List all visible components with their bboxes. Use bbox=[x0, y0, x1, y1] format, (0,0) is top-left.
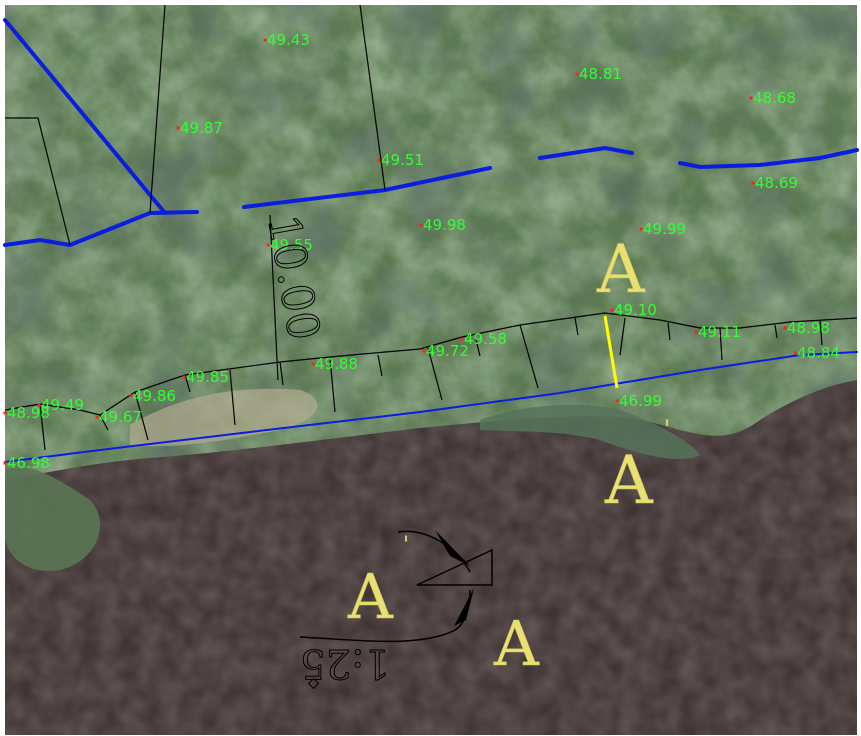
elevation-marker bbox=[3, 461, 7, 465]
elevation-value: 49.67 bbox=[99, 408, 142, 426]
elevation-value: 48.98 bbox=[787, 319, 830, 337]
elevation-marker bbox=[783, 326, 787, 330]
elevation-marker bbox=[615, 399, 619, 403]
elevation-value: 48.84 bbox=[797, 344, 840, 362]
elevation-point: 49.58 bbox=[460, 330, 507, 348]
section-symbol-label-left: A bbox=[347, 560, 394, 633]
elevation-point: 49.98 bbox=[419, 216, 466, 234]
section-arrowhead-lower bbox=[454, 588, 474, 626]
section-labels: A A ' bbox=[596, 231, 671, 520]
aerial-imagery bbox=[5, 5, 857, 735]
elevation-marker bbox=[377, 158, 381, 162]
elevation-point: 49.88 bbox=[311, 355, 358, 373]
elevation-value: 49.51 bbox=[381, 151, 424, 169]
elevation-point: 46.98 bbox=[3, 454, 50, 472]
section-line-a-a bbox=[603, 315, 619, 389]
elevation-value: 49.85 bbox=[186, 368, 229, 386]
elevation-value: 49.87 bbox=[180, 119, 223, 137]
elevation-point: 49.43 bbox=[263, 31, 310, 49]
elevation-value: 48.81 bbox=[579, 65, 622, 83]
section-symbol-label-right: A bbox=[493, 607, 540, 680]
elevation-value: 48.68 bbox=[753, 89, 796, 107]
elevation-value: 49.88 bbox=[315, 355, 358, 373]
elevation-marker bbox=[749, 96, 753, 100]
section-arrowhead-upper bbox=[435, 530, 470, 566]
parcel-line-3 bbox=[359, 4, 386, 191]
elevation-value: 46.98 bbox=[7, 454, 50, 472]
elevation-point: 48.69 bbox=[751, 174, 798, 192]
elevation-point: 46.99 bbox=[615, 392, 662, 410]
survey-linework bbox=[4, 4, 858, 451]
elevation-marker bbox=[575, 72, 579, 76]
elevation-marker bbox=[751, 181, 755, 185]
elevation-marker bbox=[419, 223, 423, 227]
boundary-upper-far-right bbox=[678, 148, 859, 170]
elevation-value: 48.69 bbox=[755, 174, 798, 192]
section-symbol-label-left-prime: ' bbox=[403, 533, 409, 558]
elevation-point: 48.84 bbox=[793, 344, 840, 362]
elevation-point: 49.51 bbox=[377, 151, 424, 169]
elevation-point: 49.11 bbox=[694, 323, 741, 341]
elevation-labels: 49.43 48.81 48.68 49.87 49.51 48.69 49.98 49.99… bbox=[3, 31, 840, 472]
elevation-marker bbox=[639, 227, 643, 231]
top-of-bank bbox=[4, 312, 858, 416]
parcel-line-2 bbox=[149, 4, 166, 214]
elevation-value: 49.11 bbox=[698, 323, 741, 341]
elevation-value: 49.72 bbox=[426, 342, 469, 360]
elevation-marker bbox=[422, 349, 426, 353]
elevation-point: 48.98 bbox=[3, 404, 50, 422]
elevation-marker bbox=[182, 375, 186, 379]
elevation-value: 49.86 bbox=[133, 387, 176, 405]
elevation-point: 48.98 bbox=[783, 319, 830, 337]
elevation-point: 48.68 bbox=[749, 89, 796, 107]
elevation-marker bbox=[3, 411, 7, 415]
elevation-marker bbox=[311, 362, 315, 366]
elevation-value: 49.10 bbox=[614, 301, 657, 319]
section-label-upper: A bbox=[596, 231, 646, 308]
elevation-value: 49.43 bbox=[267, 31, 310, 49]
elevation-point: 48.81 bbox=[575, 65, 622, 83]
scale-marker bbox=[307, 677, 320, 690]
riverbank-sand bbox=[130, 388, 318, 447]
elevation-marker bbox=[694, 330, 698, 334]
boundary-upper-right bbox=[538, 145, 634, 160]
elevation-point: 49.72 bbox=[422, 342, 469, 360]
elevation-marker bbox=[263, 38, 267, 42]
scale-label: 1:25 bbox=[300, 640, 390, 686]
elevation-marker bbox=[129, 394, 133, 398]
section-label-lower-prime: ' bbox=[664, 417, 670, 442]
elevation-marker bbox=[176, 126, 180, 130]
elevation-value: 49.49 bbox=[41, 396, 84, 414]
elevation-point: 49.86 bbox=[129, 387, 176, 405]
elevation-value: 49.99 bbox=[643, 220, 686, 238]
elevation-value: 49.55 bbox=[270, 236, 313, 254]
elevation-value: 49.98 bbox=[423, 216, 466, 234]
elevation-point: 49.10 bbox=[610, 301, 657, 319]
shoreline-line bbox=[4, 351, 858, 463]
elevation-marker bbox=[95, 415, 99, 419]
shore-trees bbox=[5, 467, 100, 571]
elevation-point: 49.67 bbox=[95, 408, 142, 426]
section-label-lower: A bbox=[604, 442, 654, 519]
elevation-point: 49.49 bbox=[37, 396, 84, 414]
section-view-symbol: A ' A 1:25 bbox=[300, 530, 540, 690]
elevation-value: 49.58 bbox=[464, 330, 507, 348]
elevation-marker bbox=[793, 351, 797, 355]
elevation-value: 48.98 bbox=[7, 404, 50, 422]
section-arrow-arc-upper bbox=[397, 530, 471, 573]
elevation-value: 46.99 bbox=[619, 392, 662, 410]
elevation-marker bbox=[266, 243, 270, 247]
elevation-point: 49.85 bbox=[182, 368, 229, 386]
slope-ticks bbox=[39, 317, 823, 451]
parcel-line-1 bbox=[5, 117, 71, 246]
elevation-marker bbox=[37, 403, 41, 407]
section-triangle bbox=[416, 548, 493, 586]
elevation-point: 49.99 bbox=[639, 220, 686, 238]
elevation-marker bbox=[460, 337, 464, 341]
elevation-marker bbox=[610, 308, 614, 312]
elevation-point: 49.87 bbox=[176, 119, 223, 137]
boundary-diagonal bbox=[3, 18, 167, 215]
elevation-point: 49.55 bbox=[266, 236, 313, 254]
